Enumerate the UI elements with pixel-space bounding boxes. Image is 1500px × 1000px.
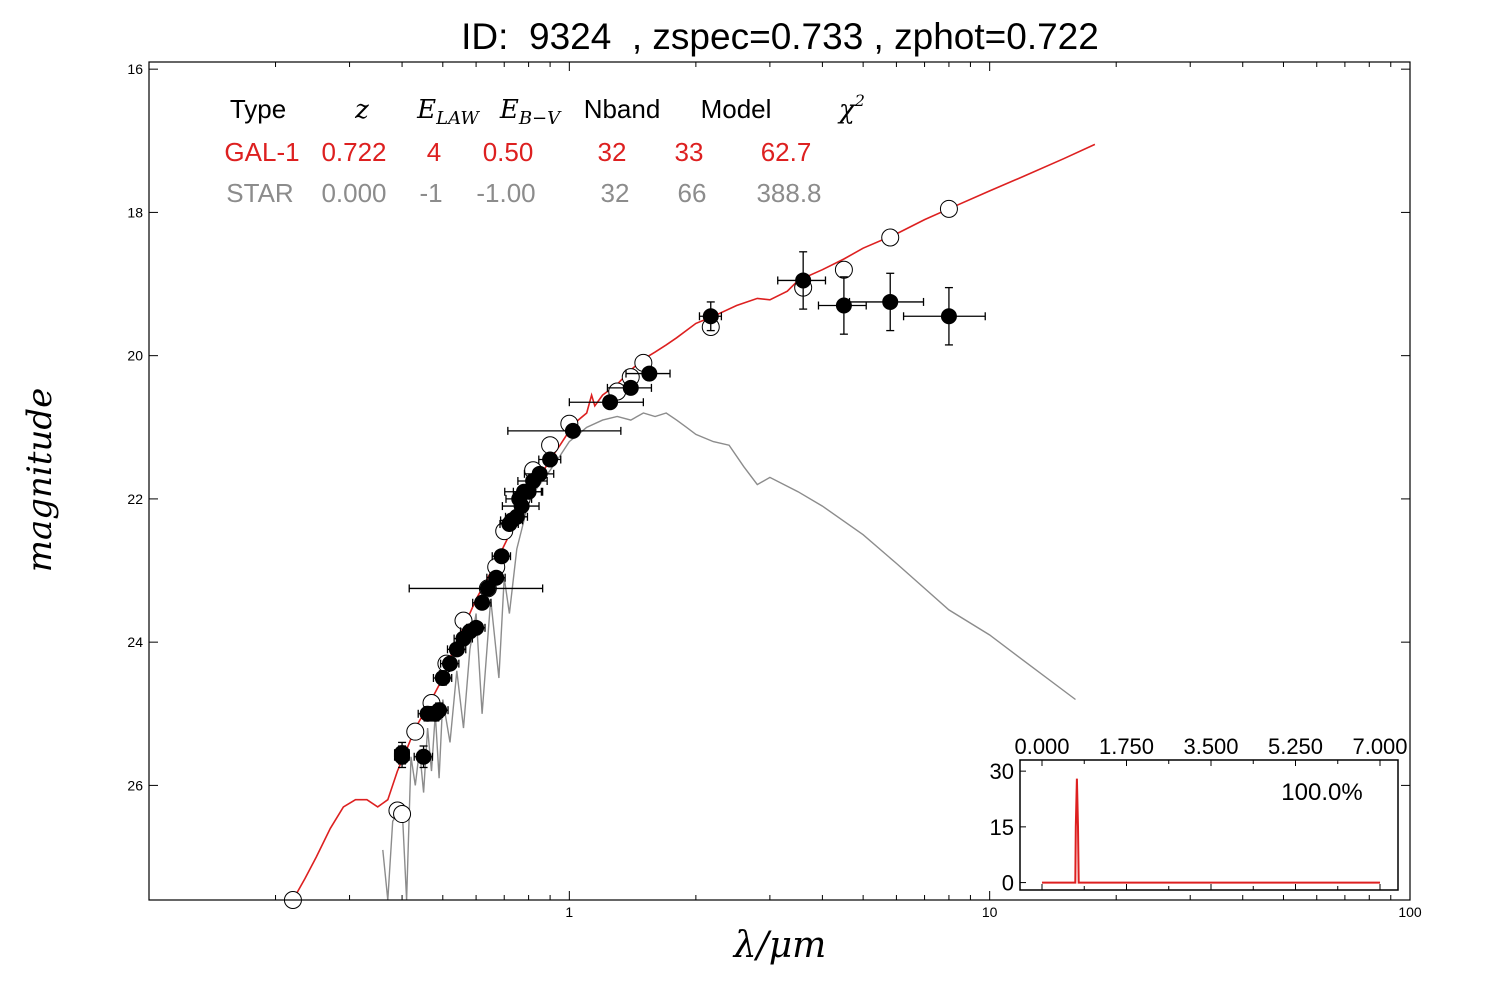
model-lines-layer	[292, 143, 1096, 901]
observed-photometry-point	[531, 465, 548, 482]
table-header-chi2: χ2	[837, 91, 865, 125]
inset-x-tick-label: 1.750	[1099, 734, 1154, 759]
table-cell: STAR	[226, 178, 293, 208]
table-cell: -1	[419, 178, 442, 208]
x-tick-label: 10	[982, 904, 998, 920]
table-header-elaw: ELAW	[416, 95, 480, 129]
model-magnitude-point	[881, 228, 900, 247]
observed-photometry-point	[882, 293, 899, 310]
table-cell: 32	[601, 178, 630, 208]
photometry-layer	[283, 199, 986, 909]
table-cell: 388.8	[756, 178, 821, 208]
table-cell: 32	[598, 137, 627, 167]
inset-percent-label: 100.0%	[1281, 779, 1362, 806]
table-cell: 62.7	[761, 137, 812, 167]
observed-photometry-point	[835, 297, 852, 314]
inset-x-tick-label: 0.000	[1014, 734, 1069, 759]
inset-x-tick-label: 3.500	[1183, 734, 1238, 759]
model-magnitude-point	[541, 436, 560, 455]
model-magnitude-point	[834, 260, 853, 279]
y-tick-label: 24	[127, 634, 143, 650]
observed-photometry-point	[415, 748, 432, 765]
inset-frame	[1019, 759, 1399, 891]
inset-x-tick-label: 5.250	[1268, 734, 1323, 759]
table-cell: -1.00	[476, 178, 535, 208]
inset-pdz-panel: 0.000 1.750 3.500 5.250 7.000 30 15 0 100.0%	[990, 734, 1408, 896]
observed-photometry-point	[493, 548, 510, 565]
table-header-ebv: EB−V	[499, 95, 562, 129]
observed-photometry-point	[488, 569, 505, 586]
observed-photometry-point	[602, 394, 619, 411]
observed-photometry-point	[564, 422, 581, 439]
table-row-galaxy: GAL-1 0.722 4 0.50 32 33 62.7	[224, 137, 811, 167]
observed-photometry-point	[795, 272, 812, 289]
x-tick-label: 100	[1398, 904, 1422, 920]
x-axis-label: λ/μm	[733, 925, 827, 966]
galaxy-model-line	[292, 143, 1096, 901]
table-cell: 0.50	[483, 137, 534, 167]
model-magnitude-point	[393, 805, 412, 824]
plot-frame	[148, 61, 1411, 901]
table-cell: 33	[675, 137, 704, 167]
fit-summary-table: Type z ELAW EB−V Nband Model χ2 GAL-1 0.…	[224, 91, 865, 208]
y-tick-label: 26	[127, 777, 143, 793]
observed-photometry-point	[940, 308, 957, 325]
chart-title: ID: 9324 , zspec=0.733 , zphot=0.722	[461, 16, 1099, 57]
observed-photometry-point	[641, 365, 658, 382]
table-cell: 0.000	[321, 178, 386, 208]
y-tick-label: 16	[127, 61, 143, 77]
inset-ticks-layer: 0.000 1.750 3.500 5.250 7.000 30 15 0	[990, 734, 1408, 896]
inset-y-tick-label: 0	[1002, 871, 1014, 896]
observed-photometry-point	[474, 594, 491, 611]
model-magnitude-point	[406, 722, 425, 741]
y-tick-label: 20	[127, 348, 143, 364]
observed-photometry-point	[622, 379, 639, 396]
table-cell: 0.722	[321, 137, 386, 167]
inset-y-tick-label: 15	[990, 815, 1014, 840]
inset-y-tick-label: 30	[990, 759, 1014, 784]
observed-photometry-point	[513, 498, 530, 515]
observed-photometry-point	[394, 748, 411, 765]
observed-photometry-point	[431, 702, 448, 719]
table-cell: GAL-1	[224, 137, 299, 167]
observed-photometry-point	[702, 308, 719, 325]
model-magnitude-point	[939, 199, 958, 218]
observed-photometry-point	[479, 580, 496, 597]
y-tick-label: 22	[127, 491, 143, 507]
inset-x-tick-label: 7.000	[1352, 734, 1407, 759]
observed-photometry-point	[542, 451, 559, 468]
star-model-line	[382, 412, 1076, 901]
table-cell: 66	[678, 178, 707, 208]
y-tick-label: 18	[127, 204, 143, 220]
table-row-star: STAR 0.000 -1 -1.00 32 66 388.8	[226, 178, 821, 208]
inset-pdz-line	[1042, 778, 1380, 884]
table-header-z: z	[354, 95, 369, 125]
x-tick-label: 1	[565, 904, 573, 920]
table-header-model: Model	[701, 94, 772, 124]
observed-photometry-point	[434, 669, 451, 686]
table-header-type: Type	[230, 94, 286, 124]
table-header-nband: Nband	[584, 94, 661, 124]
observed-photometry-point	[468, 619, 485, 636]
observed-photometry-point	[441, 655, 458, 672]
table-cell: 4	[427, 137, 441, 167]
